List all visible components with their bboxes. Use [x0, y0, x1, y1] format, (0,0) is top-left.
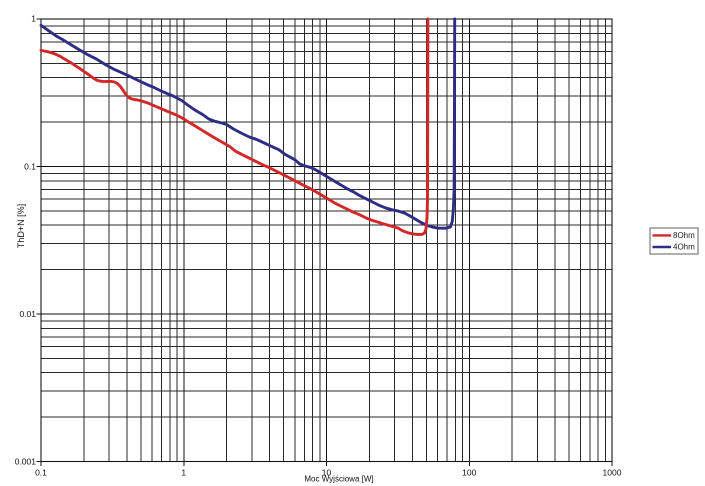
- svg-text:ThD+N [%]: ThD+N [%]: [16, 204, 26, 248]
- svg-text:1: 1: [181, 468, 186, 478]
- svg-text:4Ohm: 4Ohm: [673, 243, 695, 252]
- svg-text:0.1: 0.1: [35, 468, 47, 478]
- svg-text:100: 100: [462, 468, 476, 478]
- svg-text:0.1: 0.1: [24, 162, 36, 172]
- svg-text:1000: 1000: [603, 468, 622, 478]
- svg-text:0.01: 0.01: [19, 309, 36, 319]
- svg-text:10: 10: [322, 468, 332, 478]
- svg-text:8Ohm: 8Ohm: [673, 231, 695, 240]
- svg-text:0.001: 0.001: [15, 457, 37, 467]
- svg-text:1: 1: [31, 14, 36, 24]
- svg-text:Moc Wyjściowa [W]: Moc Wyjściowa [W]: [304, 475, 373, 484]
